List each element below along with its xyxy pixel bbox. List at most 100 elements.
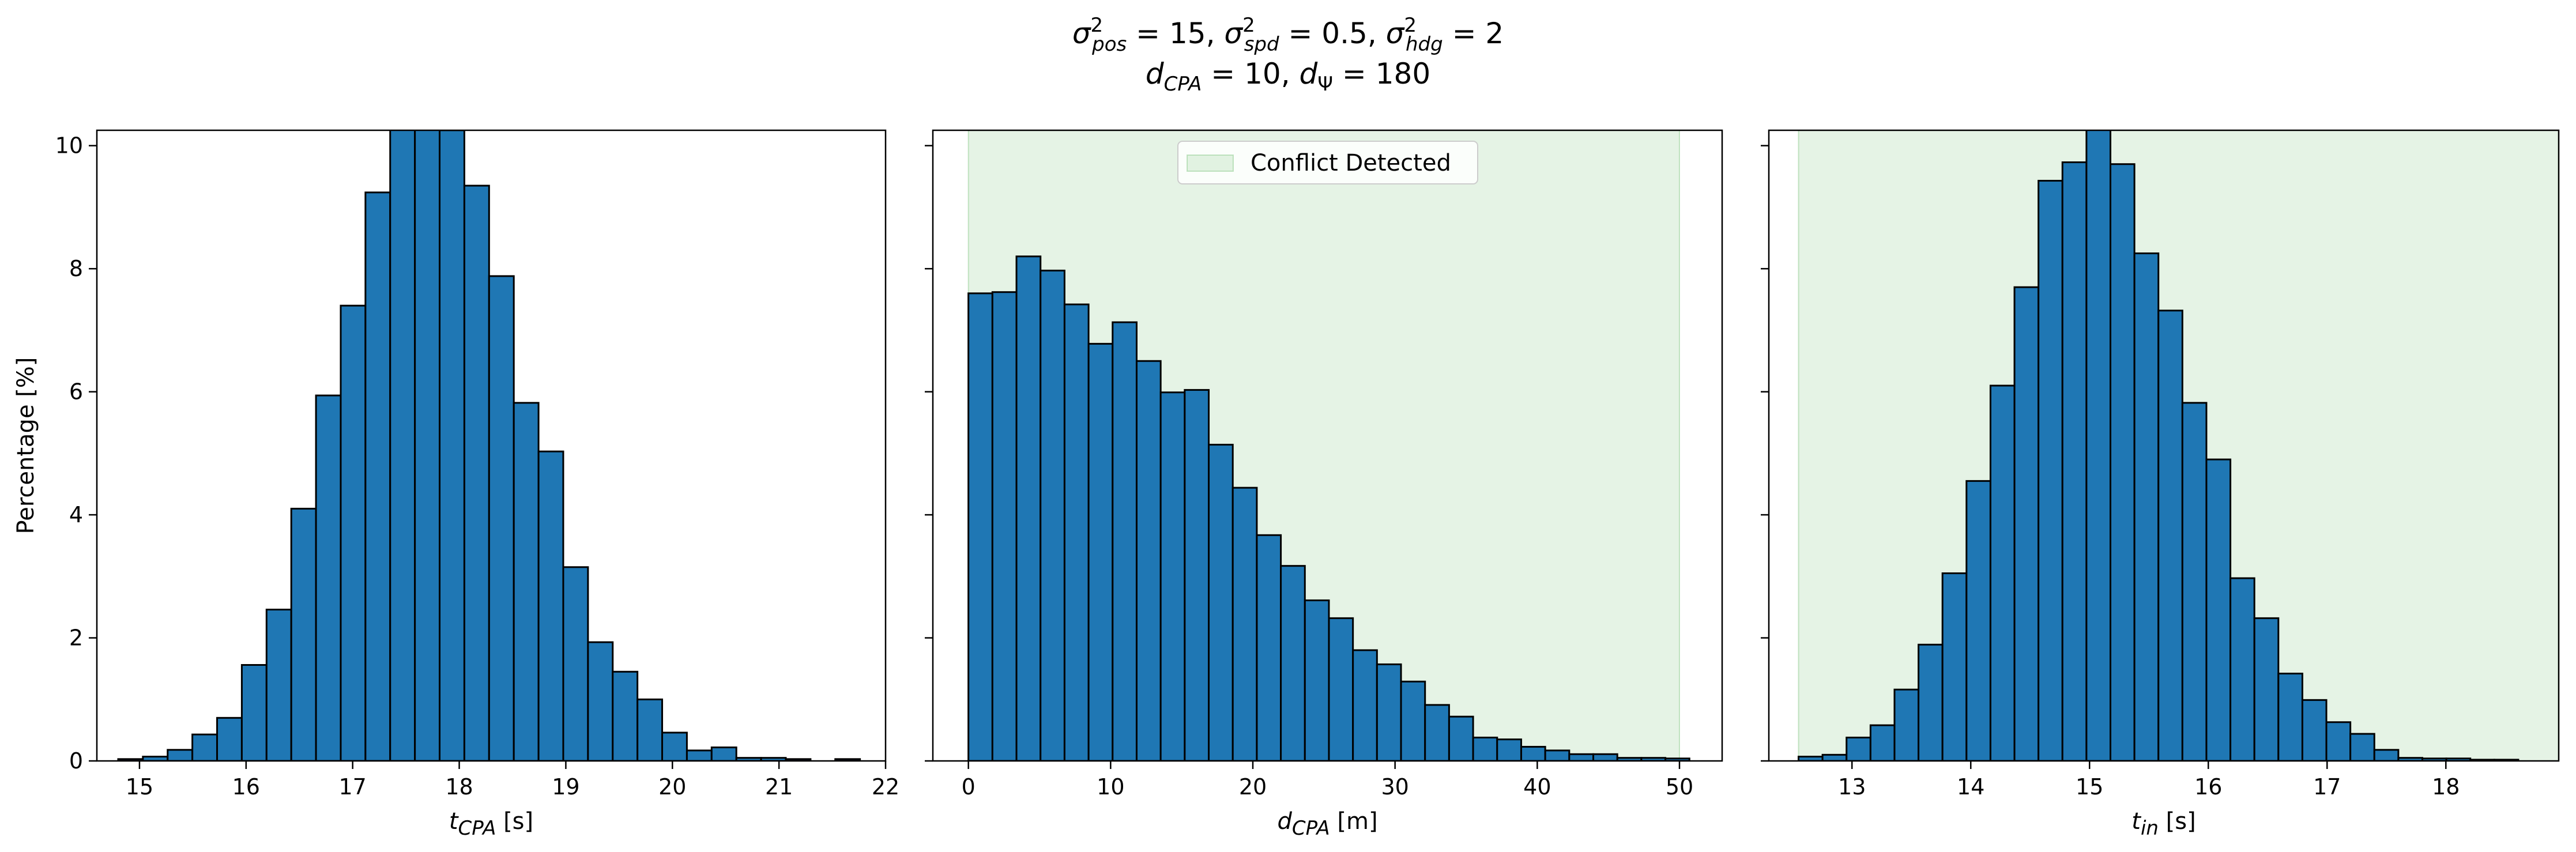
histogram-bar — [191, 733, 219, 761]
legend-swatch — [1187, 154, 1234, 172]
histogram-bar — [1424, 704, 1450, 761]
x-tick-label: 13 — [1838, 774, 1866, 800]
histogram-bar — [315, 394, 342, 761]
histogram-bar — [1015, 255, 1042, 761]
panel-1: 15 16 17 18 19 20 21 22 0 2 4 6 8 10 tCPA [s] Percentag… — [13, 129, 899, 840]
y-tick-label: 0 — [69, 748, 83, 774]
histogram-bar — [240, 663, 268, 761]
histogram-bar — [1376, 663, 1402, 761]
suptitle-line-1: σ2 pos = 15, σ2 spd = 0.5, σ2 hdg = 2 — [1072, 14, 1504, 56]
histogram-bar — [587, 641, 614, 761]
histogram-bar — [1821, 753, 1848, 761]
histogram-bar — [967, 292, 993, 761]
histogram-bar — [1918, 643, 1944, 761]
x-axis-label: dCPA [m] — [1277, 808, 1377, 840]
histogram-bar — [562, 566, 589, 761]
panel-3: 13 14 15 16 17 18 tin [s] — [1761, 129, 2560, 840]
histogram-bar — [1520, 745, 1546, 761]
histogram-bar — [1472, 736, 1498, 761]
x-tick-label: 22 — [872, 774, 899, 800]
histogram-bar — [1592, 753, 1618, 761]
legend: Conflict Detected — [1177, 141, 1478, 184]
histogram-bar — [290, 507, 317, 761]
histogram-bar — [1040, 269, 1065, 761]
x-tick-label: 18 — [445, 774, 473, 800]
x-tick-label: 20 — [658, 774, 686, 800]
x-tick-label: 16 — [232, 774, 260, 800]
histogram-bar — [2133, 252, 2160, 761]
bars — [1798, 130, 2519, 761]
y-tick-label: 6 — [69, 379, 83, 405]
x-tick-label: 21 — [765, 774, 793, 800]
legend-label: Conflict Detected — [1251, 150, 1451, 176]
x-tick-label: 20 — [1239, 774, 1267, 800]
histogram-bar — [1544, 749, 1571, 761]
histogram-bar — [1893, 688, 1920, 761]
histogram-bar — [785, 758, 812, 761]
histogram-bar — [1869, 724, 1896, 761]
histogram-bar — [1208, 443, 1234, 761]
histogram-bar — [2229, 577, 2255, 761]
x-tick-label: 19 — [552, 774, 579, 800]
histogram-bar — [488, 275, 515, 761]
histogram-bar — [1184, 389, 1210, 761]
bars — [967, 255, 1690, 761]
axes-frame — [932, 129, 1723, 762]
x-tick-label: 14 — [1957, 774, 1984, 800]
histogram-bar — [2157, 310, 2183, 761]
histogram-bar — [2109, 163, 2136, 761]
histogram-bar — [1063, 303, 1090, 761]
histogram-bar — [1304, 599, 1330, 761]
histogram-bar — [2277, 672, 2303, 761]
x-tick-label: 10 — [1097, 774, 1124, 800]
histogram-bar — [2061, 161, 2088, 761]
histogram-bar — [364, 191, 391, 761]
x-tick-label: 15 — [126, 774, 153, 800]
histogram-bar — [2349, 733, 2375, 761]
y-tick-label: 2 — [69, 625, 83, 651]
x-tick-label: 17 — [2313, 774, 2341, 800]
histogram-bar — [1159, 391, 1186, 761]
histogram-bar — [1965, 480, 1991, 761]
histogram-bar — [1328, 617, 1354, 761]
histogram-bar — [2301, 699, 2328, 761]
histogram-bar — [1231, 487, 1258, 761]
histogram-bar — [414, 130, 441, 761]
histogram-bar — [1989, 384, 2016, 761]
histogram-bar — [1846, 736, 1871, 761]
histogram-bar — [167, 749, 194, 761]
x-tick-label: 0 — [962, 774, 976, 800]
histogram-bar — [2205, 458, 2232, 761]
histogram-bar — [2085, 130, 2111, 761]
histogram-bar — [1256, 534, 1282, 761]
histogram-bar — [389, 130, 416, 761]
x-axis-label: tCPA [s] — [449, 808, 533, 840]
histogram-bar — [1280, 565, 1306, 761]
panels: 15 16 17 18 19 20 21 22 0 2 4 6 8 10 tCPA [s] Percentag… — [13, 129, 2560, 840]
suptitle-line-2: dCPA = 10, dΨ = 180 — [1146, 57, 1430, 96]
x-tick-label: 30 — [1381, 774, 1408, 800]
histogram-bar — [439, 130, 465, 761]
x-tick-label: 17 — [338, 774, 366, 800]
histogram-bar — [537, 450, 564, 761]
histogram-bar — [216, 717, 243, 761]
axes-frame — [96, 129, 887, 762]
histogram-bar — [1112, 321, 1138, 761]
histogram-bar — [1400, 680, 1426, 761]
panel-2: 0 10 20 30 40 50 dCPA [m] Conflict Detected — [925, 129, 1723, 840]
y-axis-label: Percentage [%] — [13, 357, 39, 534]
histogram-bar — [1087, 342, 1114, 761]
histogram-bar — [340, 304, 367, 761]
histogram-bar — [1135, 360, 1162, 761]
suptitle: σ2 pos = 15, σ2 spd = 0.5, σ2 hdg = 2 dCPA … — [1072, 14, 1504, 96]
histogram-bar — [1448, 715, 1474, 761]
histogram-bar — [2253, 617, 2280, 761]
y-tick-label: 10 — [55, 133, 83, 159]
x-tick-label: 16 — [2194, 774, 2222, 800]
histogram-bar — [637, 698, 664, 761]
axes-frame — [1768, 129, 2560, 762]
y-tick-label: 4 — [69, 502, 83, 527]
legend-box — [1177, 141, 1478, 184]
histogram-bar — [612, 670, 639, 761]
